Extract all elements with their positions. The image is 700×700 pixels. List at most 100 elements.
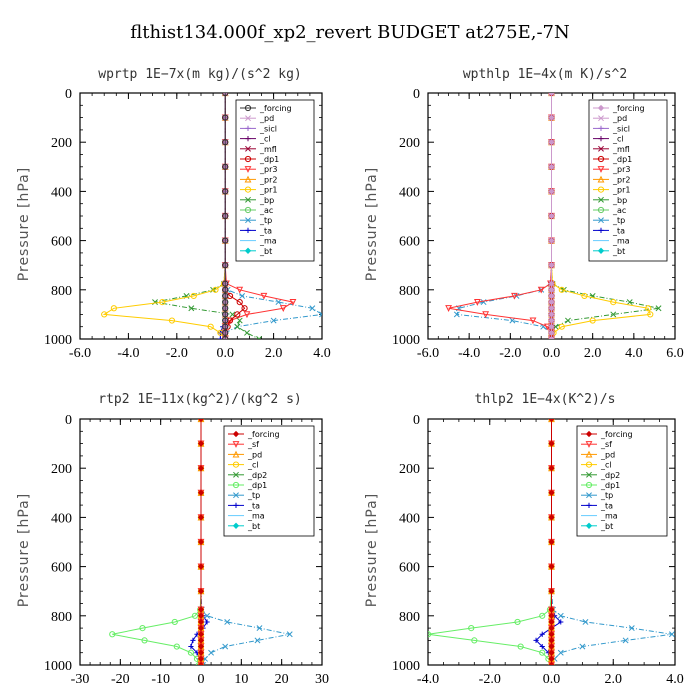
data-point xyxy=(270,317,277,324)
legend-label: _pr1 xyxy=(259,186,277,195)
legend-marker xyxy=(586,492,592,499)
legend: _forcing_pd_sicl_cl_mfl_dp1_pr3_pr2_pr1_… xyxy=(235,99,315,262)
data-point xyxy=(168,317,176,324)
data-point xyxy=(197,649,205,656)
legend-entry: _dp1 xyxy=(593,155,632,164)
legend-entry: _bp xyxy=(593,196,627,205)
data-point xyxy=(560,286,567,293)
data-point xyxy=(473,299,481,306)
data-point xyxy=(582,618,589,625)
legend-entry: _tp xyxy=(240,216,272,225)
x-tick-label: -6.0 xyxy=(417,346,439,361)
data-point xyxy=(539,643,545,650)
legend-entry: _tp xyxy=(581,491,613,500)
x-tick-label: -6.0 xyxy=(69,346,91,361)
x-tick-label: 10 xyxy=(234,672,248,687)
legend-marker xyxy=(585,450,593,458)
legend-entry: _pd xyxy=(581,450,615,459)
data-point xyxy=(289,299,297,306)
data-point xyxy=(222,311,229,318)
legend-marker xyxy=(245,125,251,131)
legend-marker xyxy=(598,115,604,122)
data-point xyxy=(655,305,662,312)
legend-label: _ma xyxy=(247,512,265,521)
series-group xyxy=(101,93,322,339)
legend-entry: _tp xyxy=(593,216,625,225)
legend-entry: _mfl xyxy=(240,145,277,154)
legend-marker xyxy=(585,481,593,489)
data-point xyxy=(548,335,555,339)
legend-label: _ma xyxy=(612,237,630,246)
legend-entry: _pd xyxy=(593,114,627,123)
data-point xyxy=(256,625,263,632)
y-tick-label: 600 xyxy=(51,561,72,576)
series-group xyxy=(428,419,675,665)
legend-marker xyxy=(597,155,605,163)
data-point xyxy=(197,637,205,644)
series-pr3 xyxy=(445,93,555,339)
legend-label: _ma xyxy=(259,237,277,246)
series-group xyxy=(109,419,293,665)
panel-title: wpthlp 1E−4x(m K)/s^2 xyxy=(463,67,627,82)
data-point xyxy=(548,311,555,318)
data-point xyxy=(197,612,205,619)
legend: _forcing_sf_pd _cl_dp2_dp1_tp_ta _ma_bt xyxy=(576,425,668,537)
data-point xyxy=(197,624,205,632)
legend-entry: _dp1 xyxy=(228,481,267,490)
data-point xyxy=(668,631,675,638)
chart-panel-4: thlp2 1E−4x(K^2)/s 0 200 400 600 800 1000-4.0 -… xyxy=(364,392,684,687)
data-point xyxy=(212,286,219,293)
legend-label: _cl xyxy=(247,461,259,470)
legend-label: _forcing xyxy=(600,430,633,439)
data-point xyxy=(234,311,241,318)
data-point xyxy=(256,336,263,339)
data-point xyxy=(319,311,322,318)
data-point xyxy=(548,618,555,626)
y-axis-label: Pressure [hPa] xyxy=(364,493,380,607)
data-point xyxy=(222,188,229,195)
legend-label: _tp xyxy=(600,491,613,500)
legend-entry: _cl xyxy=(240,135,271,144)
data-point xyxy=(171,618,178,626)
series-forcing xyxy=(548,93,555,339)
data-point xyxy=(222,139,229,146)
figure-title: flthist134.000f_xp2_revert BUDGET at275E… xyxy=(130,22,569,43)
series-line xyxy=(428,419,552,665)
data-point xyxy=(188,305,195,312)
legend-label: _pr3 xyxy=(612,165,630,174)
data-point xyxy=(610,299,617,306)
data-point xyxy=(204,619,210,625)
x-tick-label: -4.0 xyxy=(417,672,439,687)
y-tick-label: 800 xyxy=(399,284,420,299)
legend-marker xyxy=(245,196,251,203)
legend-label: _pd xyxy=(259,114,274,123)
legend-entry: _bt xyxy=(228,522,260,531)
legend-marker xyxy=(585,522,593,529)
data-point xyxy=(471,637,478,644)
data-point xyxy=(222,323,229,330)
legend-entry: _forcing xyxy=(593,104,645,113)
data-point xyxy=(197,655,205,663)
data-point xyxy=(152,299,158,306)
data-point xyxy=(579,643,586,650)
legend-entry: _mfl xyxy=(593,145,630,154)
y-tick-label: 600 xyxy=(399,561,420,576)
legend-label: _pd xyxy=(600,450,615,459)
chart-panel-3: rtp2 1E−11x(kg^2)/(kg^2 s)02004006008001… xyxy=(16,392,329,687)
data-point xyxy=(548,612,555,619)
legend-marker xyxy=(244,155,252,163)
data-point xyxy=(514,618,521,626)
legend-marker xyxy=(244,186,252,193)
y-tick-label: 200 xyxy=(399,462,420,477)
legend-marker xyxy=(244,247,252,254)
legend-label: _dp1 xyxy=(612,155,632,164)
legend-entry: _dp2 xyxy=(228,471,267,480)
x-tick-label: 6.0 xyxy=(666,346,684,361)
legend-label: _bp xyxy=(612,196,627,205)
y-tick-label: 1000 xyxy=(44,659,72,674)
series-forcing xyxy=(222,93,229,339)
series-dp1 xyxy=(109,419,205,665)
data-point xyxy=(217,336,223,339)
data-point xyxy=(275,299,282,306)
data-point xyxy=(222,286,229,293)
